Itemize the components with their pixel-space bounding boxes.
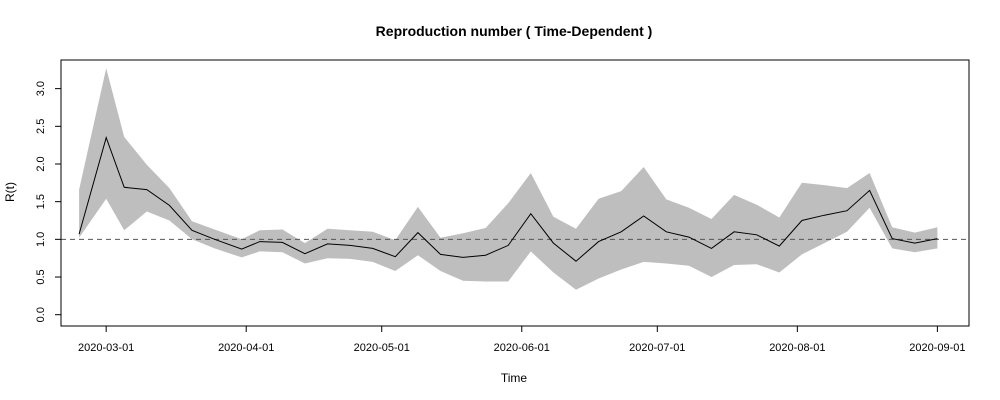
y-tick-label: 1.0 [35,232,47,247]
axes: 2020-03-01 2020-04-01 2020-05-01 2020-06-01… [35,81,966,354]
x-tick-label: 2020-08-01 [769,342,825,354]
x-tick-label: 2020-04-01 [218,342,274,354]
chart-title: Reproduction number ( Time-Dependent ) [376,23,653,39]
series-line [78,135,938,262]
x-tick-label: 2020-09-01 [909,342,965,354]
x-tick-label: 2020-07-01 [629,342,685,354]
y-tick-label: 1.5 [35,194,47,209]
x-tick-label: 2020-03-01 [78,342,134,354]
x-tick-label: 2020-06-01 [494,342,550,354]
y-tick-label: 2.0 [35,156,47,171]
plot-frame [60,59,970,327]
x-tick-label: 2020-05-01 [354,342,410,354]
y-tick-label: 0.5 [35,269,47,284]
y-tick-label: 3.0 [35,81,47,96]
plot-area [61,68,969,290]
y-tick-label: 0.0 [35,307,47,322]
y-axis-label: R(t) [3,182,17,202]
x-axis-label: Time [501,371,528,385]
confidence-band [79,68,938,290]
y-tick-label: 2.5 [35,119,47,134]
